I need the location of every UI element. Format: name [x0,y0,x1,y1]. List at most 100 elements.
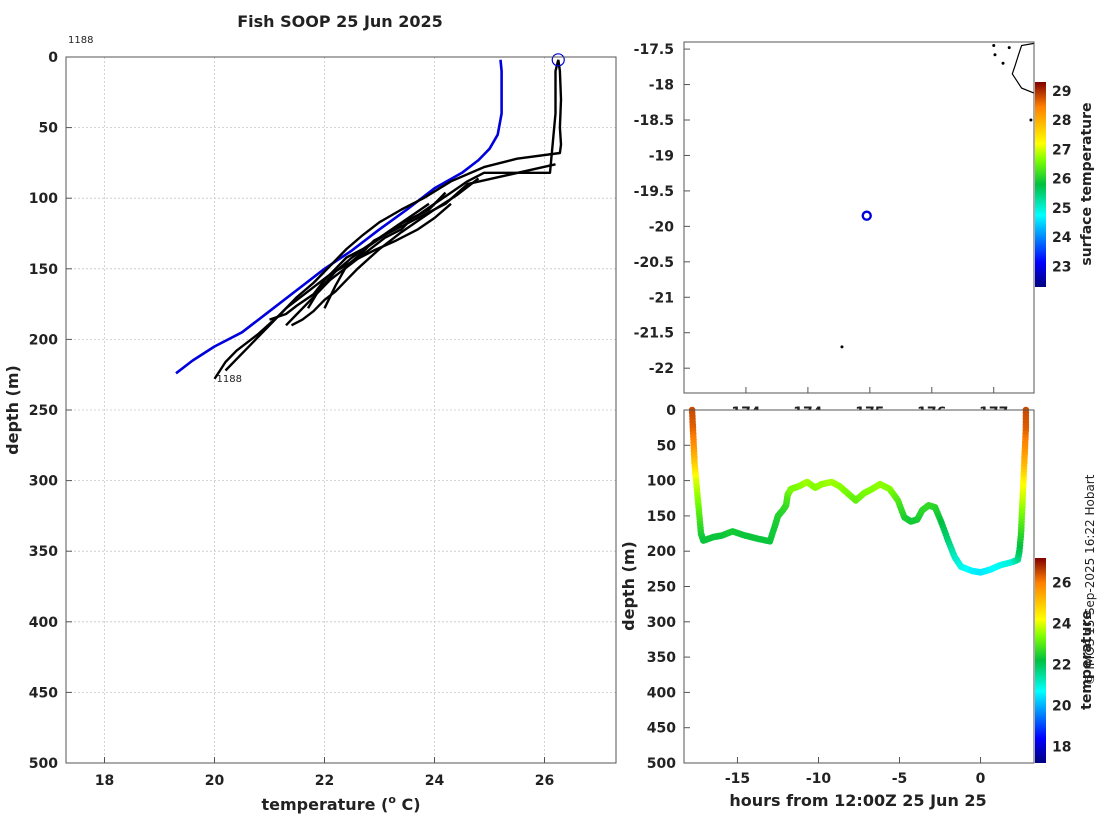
section-y-tick-label: 100 [647,474,676,490]
profile-x-tick-label: 20 [205,773,225,789]
section-colorbar-ticks: 18 20 22 24 26 [1052,576,1072,756]
section-y-tick-label: 50 [657,438,677,454]
profile-series-highlight [175,59,503,375]
section-x-tick-label: -10 [806,771,832,787]
map-y-tick-label: -20.5 [634,255,674,271]
map-coast-point [1001,61,1005,65]
section-x-label: hours from 12:00Z 25 Jun 25 [729,791,986,810]
section-y-tick-label: 300 [647,615,676,631]
map-coast-point [992,44,996,48]
map-plot-area [684,42,1034,393]
map-colorbar-tick-label: 27 [1052,142,1071,158]
section-colorbar-label: temperature [1079,610,1095,710]
map-y-tick-label: -19.5 [634,184,674,200]
credit-text: © IMOS 15-Sep-2025 16:22 Hobart [1083,474,1097,685]
profile-x-tick-label: 26 [535,773,554,789]
map-colorbar-tick-label: 28 [1052,113,1071,129]
map-coast-point [1029,118,1033,122]
section-y-tick-label: 200 [647,544,676,560]
section-y-tick-label: 0 [666,403,676,419]
profile-y-tick-label: 150 [29,262,58,278]
map-colorbar-tick-label: 26 [1052,172,1071,188]
profile-y-tick-label: 300 [29,474,58,490]
map-colorbar-tick-label: 29 [1052,84,1071,100]
map-colorbar-ticks: 23 24 25 26 27 28 29 [1052,84,1072,276]
profile-series-line [269,202,430,321]
map-coast-point [1007,46,1011,50]
profile-annotation: 1188 [217,374,242,385]
profile-series-line [224,202,452,372]
section-colorbar-tick-label: 22 [1052,658,1071,674]
section-y-tick-label: 350 [647,650,676,666]
map-y-tick-label: -18 [649,78,674,94]
section-y-tick-label: 150 [647,509,676,525]
map-frame [683,41,1035,394]
profile-y-tick-label: 400 [29,615,58,631]
map-y-tick-label: -21 [649,290,674,306]
section-x-tick-label: -5 [892,771,908,787]
profile-y-tick-label: 350 [29,544,58,560]
map-y-tick-label: -19 [649,148,674,164]
profile-y-tick-label: 0 [48,50,58,66]
section-x-tick-label: -15 [725,771,750,787]
profile-y-tick-label: 100 [29,191,58,207]
map-colorbar [1035,82,1046,287]
profile-y-tick-label: 500 [29,756,58,772]
profile-y-tick-label: 200 [29,332,58,348]
section-colorbar [1035,558,1046,763]
map-colorbar-tick-label: 24 [1052,230,1072,246]
section-y-ticks: 0 50 100 150 200 250 300 350 400 450 500 [647,403,690,772]
map-content [840,42,1035,349]
profile-x-ticks: 18 20 22 24 26 [95,757,554,789]
section-y-tick-label: 450 [647,721,676,737]
map-colorbar-tick-label: 23 [1052,260,1071,276]
profile-x-tick-label: 22 [315,773,334,789]
map-y-ticks: -17.5 -18 -18.5 -19 -19.5 -20 -20.5 -21 -21.5 -22 [634,42,690,377]
profile-y-tick-label: 250 [29,403,58,419]
section-x-tick-label: 0 [976,771,986,787]
map-colorbar-label: surface temperature [1079,102,1095,265]
profile-plot-area [66,57,616,763]
section-track [688,406,1030,576]
section-y-tick-label: 400 [647,685,676,701]
profile-annotation: 1188 [68,35,93,46]
map-y-tick-label: -17.5 [634,42,674,58]
section-x-ticks: -15 -10 -5 0 [725,757,986,787]
map-panel: 174174175176177 -17.5-18-18.5-19-19.5-20… [634,41,1095,421]
map-y-tick-label: -21.5 [634,326,674,342]
chart-title: Fish SOOP 25 Jun 2025 [237,12,443,31]
map-position-marker [861,210,872,221]
profile-panel: 1188 1188 18 20 22 24 26 0 50 100 150 200 250 300 35… [3,35,617,814]
profile-series-line [306,59,560,309]
section-y-label: depth (m) [619,541,638,631]
profile-x-tick-label: 24 [425,773,445,789]
section-colorbar-tick-label: 26 [1052,576,1071,592]
profile-series-line [290,177,480,327]
profile-x-label: temperature (o C) [261,793,420,814]
profile-series [175,53,565,380]
section-panel: -15 -10 -5 0 0 50 100 150 200 250 300 350 400 450 500… [619,403,1095,810]
map-coast-point [840,345,844,349]
map-coastline [1011,42,1035,94]
section-y-tick-label: 500 [647,756,676,772]
section-colorbar-tick-label: 20 [1052,699,1072,715]
map-y-tick-label: -22 [649,361,674,377]
profile-y-ticks: 0 50 100 150 200 250 300 350 400 450 500 [29,50,72,772]
profile-y-tick-label: 450 [29,685,58,701]
map-y-tick-label: -18.5 [634,113,674,129]
map-y-tick-label: -20 [649,219,675,235]
profile-y-label: depth (m) [3,365,22,455]
profile-y-tick-label: 50 [39,121,59,137]
section-y-tick-label: 250 [647,580,676,596]
profile-grid [66,56,616,764]
section-plot-area [684,410,1034,763]
map-coast-point [993,53,997,57]
section-colorbar-tick-label: 18 [1052,740,1071,756]
map-colorbar-tick-label: 25 [1052,201,1071,217]
profile-series-line [213,59,563,380]
profile-start-marker [551,53,565,67]
profile-annotations: 1188 1188 [68,35,242,385]
section-colorbar-tick-label: 24 [1052,617,1072,633]
profile-x-tick-label: 18 [95,773,114,789]
